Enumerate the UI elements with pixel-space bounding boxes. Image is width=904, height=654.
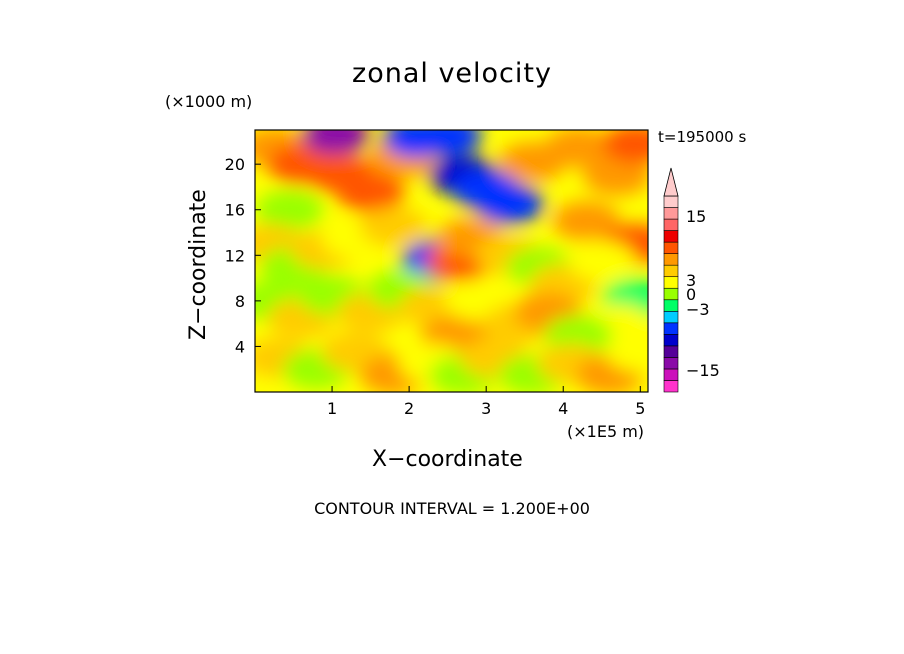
colorbar-swatch [663, 299, 679, 312]
field-cell [567, 241, 636, 281]
field-cell [301, 130, 370, 155]
y-axis-unit: (×1000 m) [165, 92, 253, 111]
colorbar-swatch [663, 253, 679, 266]
colorbar-label: 3 [686, 271, 696, 290]
y-tick-label: 4 [235, 337, 245, 356]
x-axis-label: X−coordinate [372, 447, 523, 472]
colorbar-label: −3 [686, 300, 710, 319]
time-label: t=195000 s [658, 128, 747, 146]
colorbar-swatch [663, 230, 679, 243]
x-axis-unit: (×1E5 m) [567, 422, 645, 441]
colorbar: 15 30−3 −15 [663, 167, 720, 393]
y-axis-label: Z−coordinate [186, 189, 211, 340]
x-tick-label: 5 [635, 399, 645, 418]
colorbar-swatch [663, 218, 679, 231]
colorbar-swatch [663, 368, 679, 381]
field-cell [255, 189, 324, 230]
chart-title: zonal velocity [352, 58, 552, 89]
colorbar-swatch [663, 264, 679, 278]
colorbar-swatch [663, 276, 679, 289]
colorbar-swatch [663, 310, 679, 324]
colorbar-label: 0 [686, 285, 696, 304]
colorbar-swatch [663, 195, 679, 208]
plot-frame [254, 129, 649, 393]
y-tick-label: 20 [225, 155, 245, 174]
field-cell [552, 201, 621, 242]
colorbar-swatch [663, 207, 679, 220]
colorbar-swatch [663, 241, 679, 254]
field-cell [602, 130, 648, 164]
field-cell [475, 184, 544, 225]
colorbar-swatch [663, 380, 679, 393]
field-cell [413, 130, 482, 156]
x-tick-label: 3 [481, 399, 491, 418]
field-cell [336, 172, 405, 213]
y-tick-label: 16 [225, 201, 245, 220]
x-tick-label: 4 [558, 399, 568, 418]
field-cell [583, 155, 648, 196]
colorbar-swatch [663, 334, 679, 347]
x-tick-label: 2 [404, 399, 414, 418]
contour-interval-note: CONTOUR INTERVAL = 1.200E+00 [314, 499, 590, 518]
velocity-field [255, 130, 648, 392]
y-tick-label: 12 [225, 246, 245, 265]
colorbar-extend-arrow [663, 167, 679, 197]
field-cell [544, 130, 613, 168]
colorbar-swatch [663, 322, 679, 335]
colorbar-swatch [663, 357, 679, 370]
y-tick-label: 8 [235, 292, 245, 311]
x-tick-label: 1 [327, 399, 337, 418]
colorbar-swatch [663, 345, 679, 358]
colorbar-label: −15 [686, 361, 720, 380]
field-cell [606, 332, 648, 373]
field-cell [359, 206, 428, 247]
colorbar-swatch [663, 287, 679, 301]
colorbar-label: 15 [686, 207, 706, 226]
